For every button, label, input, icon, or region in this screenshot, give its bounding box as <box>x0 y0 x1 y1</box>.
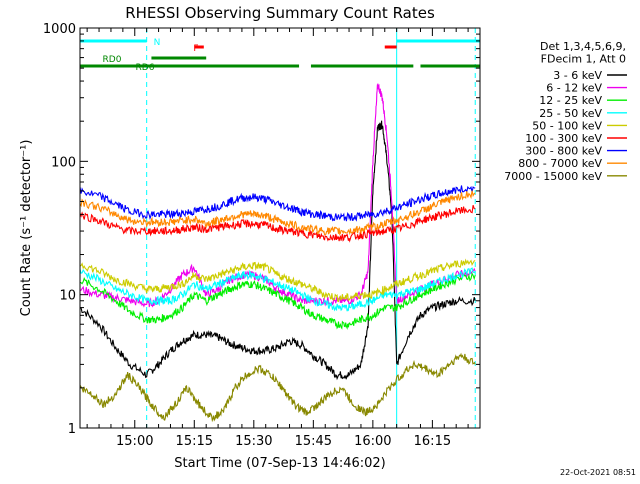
series-line-8 <box>80 352 476 423</box>
series-8 <box>80 352 476 423</box>
y-tick-label-2: 100 <box>51 155 76 170</box>
series-2 <box>80 272 476 330</box>
x-tick-label-1: 15:15 <box>176 434 213 449</box>
x-tick-label-5: 16:15 <box>414 434 451 449</box>
y-tick-label-3: 1000 <box>43 22 76 37</box>
flag-label-rd6: RD6 <box>136 63 155 73</box>
x-tick-label-4: 16:00 <box>354 434 391 449</box>
series-0 <box>80 120 476 381</box>
legend-header-0: Det 1,3,4,5,6,9, <box>540 40 626 53</box>
legend-label-2: 12 - 25 keV <box>539 94 602 107</box>
plot-area-frame <box>79 27 481 429</box>
plot-area: N F RD0 RD6 <box>80 28 480 428</box>
legend-label-1: 6 - 12 keV <box>546 82 602 95</box>
series-line-2 <box>80 272 476 330</box>
legend-label-8: 7000 - 15000 keV <box>504 170 602 183</box>
legend: Det 1,3,4,5,6,9,FDecim 1, Att 0 3 - 6 keV… <box>504 40 627 183</box>
x-axis-label: Start Time (07-Sep-13 14:46:02) <box>174 456 385 471</box>
series-line-4 <box>80 258 476 303</box>
series-7 <box>80 190 476 236</box>
x-tick-label-3: 15:45 <box>295 434 332 449</box>
legend-label-7: 800 - 7000 keV <box>518 157 602 170</box>
series-4 <box>80 258 476 303</box>
y-tick-label-1: 10 <box>59 289 76 304</box>
legend-label-3: 25 - 50 keV <box>539 107 602 120</box>
x-tick-label-2: 15:30 <box>235 434 272 449</box>
legend-label-4: 50 - 100 keV <box>532 119 602 132</box>
flag-label-rd0: RD0 <box>103 55 122 65</box>
legend-label-0: 3 - 6 keV <box>553 69 602 82</box>
legend-header-1: FDecim 1, Att 0 <box>541 53 626 66</box>
series-6 <box>80 185 476 222</box>
flag-label-f: F <box>193 44 198 54</box>
x-tick-label-0: 15:00 <box>116 434 153 449</box>
observing-flags: N F RD0 RD6 <box>80 38 480 73</box>
y-axis: 1 10 100 1000 <box>43 22 480 437</box>
flag-label-n: N <box>154 38 161 48</box>
series-line-3 <box>80 267 476 312</box>
series-3 <box>80 267 476 312</box>
x-axis: 15:00 15:15 15:30 15:45 16:00 16:15 <box>86 28 469 449</box>
series-line-0 <box>80 120 476 381</box>
legend-label-5: 100 - 300 keV <box>525 132 602 145</box>
generated-timestamp: 22-Oct-2021 08:51 <box>560 468 636 477</box>
y-tick-label-0: 1 <box>68 422 76 437</box>
series-line-5 <box>80 205 476 243</box>
series-5 <box>80 205 476 243</box>
legend-label-6: 300 - 800 keV <box>525 145 602 158</box>
series-line-7 <box>80 190 476 236</box>
y-axis-label: Count Rate (s⁻¹ detector⁻¹) <box>19 140 34 317</box>
chart-title: RHESSI Observing Summary Count Rates <box>125 4 435 22</box>
series-line-6 <box>80 185 476 222</box>
